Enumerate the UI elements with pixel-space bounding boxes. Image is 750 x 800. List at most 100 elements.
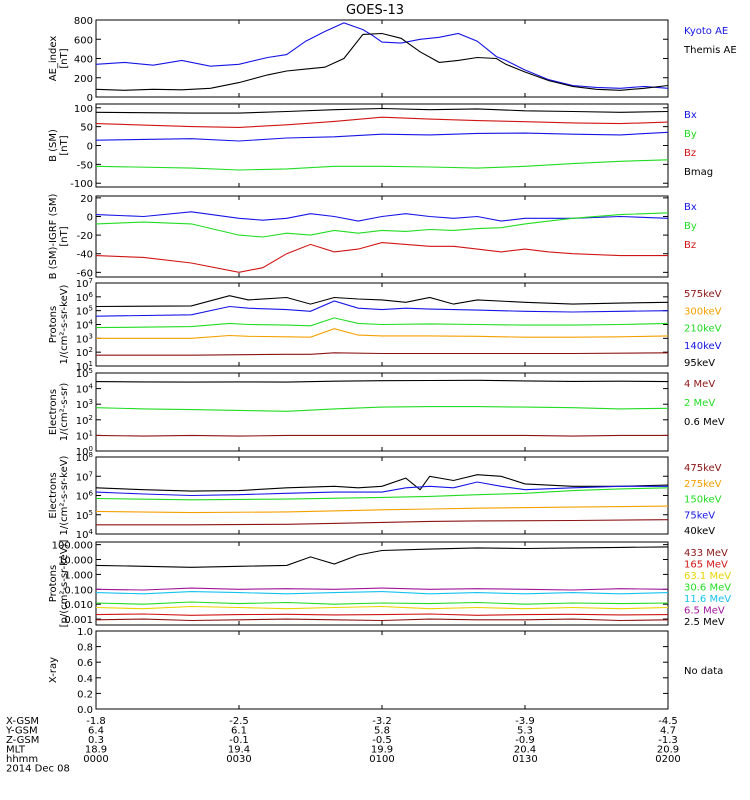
legend-entry: 6.5 MeV [684,606,725,617]
tick-base: 10 [76,492,89,503]
legend-entry: Bz [684,148,696,159]
y-tick-label: 0.010 [64,600,93,611]
y-tick-label: 0.0 [77,705,93,716]
series-11-6-mev [96,591,668,595]
tick-exponent: 6 [89,291,94,299]
legend-entry: 95keV [684,358,715,369]
tick-exponent: 8 [89,451,93,459]
chart-title: GOES-13 [346,3,404,18]
legend-entry: Kyoto AE [684,26,728,37]
panel-ylabel: Electrons [48,389,59,435]
panel-ylabel: [nT] [59,135,70,155]
tick-base: 10 [76,369,89,380]
legend-entry: 165 MeV [684,560,728,571]
panel-frame [95,103,669,188]
legend-entry: Bmag [684,167,713,178]
series-433-mev [96,618,668,622]
footer-row-label: hhmm [6,754,38,765]
footer-value: 0030 [226,754,251,765]
panel-ylabel: Protons [48,306,59,343]
y-tick-label: 102 [76,346,93,359]
panel-ylabel: B (SM) [48,129,59,162]
y-tick-label: 1.000 [64,570,93,581]
panel-bigrf: -60 -40 -20 0 20 B (SM)-IGRF (SM) [nT] Bx By Bz [48,194,697,280]
y-tick-label: 103 [76,398,93,411]
y-tick-label: 107 [76,277,93,290]
legend-entry: 63.1 MeV [684,571,731,582]
tick-base: 10 [76,334,89,345]
legend-entry: 433 MeV [684,548,728,559]
tick-base: 10 [76,293,89,304]
tick-exponent: 3 [89,398,93,406]
tick-base: 10 [76,279,89,290]
tick-base: 10 [76,321,89,332]
footer-value: 0.3 [88,735,104,746]
series-2-5-mev [96,546,668,568]
y-tick-label: 0.4 [77,674,93,685]
y-tick-label: 0.001 [64,615,93,626]
tick-exponent: 2 [89,414,93,422]
series-150kev [96,487,668,501]
series-bz [96,242,668,273]
y-tick-label: 105 [76,367,93,380]
tick-base: 10 [76,400,89,411]
legend-entry: Bz [684,240,696,251]
footer-value: -4.5 [658,716,678,727]
tick-base: 10 [76,307,89,318]
legend-entry: 210keV [684,324,722,335]
series-95kev [96,352,668,356]
y-tick-label: 105 [76,305,93,318]
tick-exponent: 0 [89,445,93,453]
legend-entry: 75keV [684,510,715,521]
y-tick-label: 100 [76,445,93,458]
y-tick-label: -100 [70,179,93,190]
y-tick-label: 0 [87,142,93,153]
y-tick-label: 1.0 [77,627,93,638]
legend-entry: 30.6 MeV [684,583,731,594]
y-tick-label: 104 [76,383,94,396]
y-tick-label: 800 [74,16,93,27]
panel-protons2: 0.001 0.010 0.100 1.000 10.000 100.000 Protons… [48,540,731,628]
y-tick-label: -40 [77,250,93,261]
tick-exponent: 4 [89,319,94,327]
series-themis-ae [96,32,668,91]
legend-entry: Bx [684,202,697,213]
y-tick-label: -50 [77,160,93,171]
panel-frame [95,541,669,626]
tick-base: 10 [76,511,89,522]
footer-date: 2014 Dec 08 [6,764,70,775]
footer-value: 5.3 [517,726,533,737]
footer-value: -0.9 [515,735,535,746]
tick-exponent: 6 [89,490,94,498]
y-tick-label: -60 [77,268,93,279]
y-tick-label: 106 [76,490,94,503]
footer-value: 19.4 [228,745,250,756]
tick-exponent: 5 [89,509,93,517]
panel-ae: 0 200 400 600 800 AE_index [nT] Kyoto AE Themis … [48,16,737,104]
panel-xray: 0.0 0.2 0.4 0.6 0.8 1.0 X-ray No data [48,627,723,716]
series-0-6-mev [96,379,668,383]
footer-value: 4.7 [660,726,676,737]
y-tick-label: 101 [76,360,93,373]
tick-exponent: 1 [89,360,93,368]
panel-frame [95,195,669,278]
tick-exponent: 1 [89,429,93,437]
footer-value: -2.5 [229,716,249,727]
series-kyoto-ae [96,22,668,89]
panel-ylabel: X-ray [48,657,59,683]
y-tick-label: 104 [76,319,94,332]
footer-row-label: MLT [6,745,26,756]
y-tick-label: 50 [80,123,93,134]
tick-base: 10 [76,453,89,464]
legend-entry: 140keV [684,341,722,352]
footer-value: 0130 [512,754,537,765]
panel-ylabel: 1/(cm²-s-sr) [59,383,70,442]
legend-entry: 475keV [684,463,722,474]
footer-value: -3.9 [515,716,535,727]
legend-entry: No data [684,666,723,677]
footer-value: 0200 [655,754,680,765]
y-tick-label: 200 [74,74,93,85]
